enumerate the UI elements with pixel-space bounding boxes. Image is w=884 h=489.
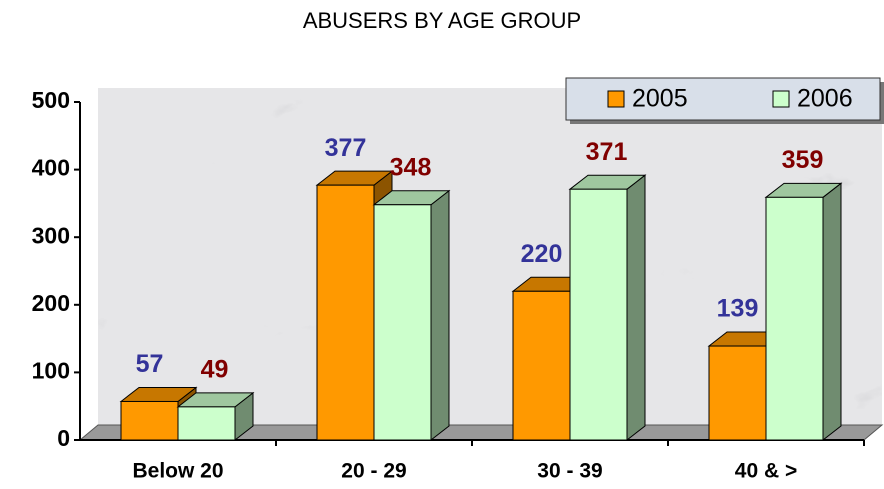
data-label: 220 bbox=[521, 240, 563, 268]
bar-group bbox=[511, 174, 647, 442]
y-tick-label: 200 bbox=[32, 290, 70, 316]
data-label: 377 bbox=[325, 134, 367, 162]
bar bbox=[373, 204, 432, 441]
bar-side bbox=[430, 189, 450, 442]
bar-group bbox=[315, 170, 451, 442]
bar bbox=[708, 345, 767, 441]
legend-swatch bbox=[772, 90, 790, 108]
chart-title: ABUSERS BY AGE GROUP bbox=[303, 8, 581, 33]
bar bbox=[569, 188, 628, 441]
legend-swatch bbox=[607, 90, 625, 108]
x-tick-label: 20 - 29 bbox=[341, 460, 406, 483]
data-label: 49 bbox=[201, 355, 229, 383]
bar bbox=[177, 406, 236, 441]
bar bbox=[765, 196, 824, 441]
x-tick-label: Below 20 bbox=[132, 460, 223, 483]
bar bbox=[512, 290, 571, 441]
bar-group bbox=[707, 182, 843, 442]
bar bbox=[120, 400, 179, 441]
data-label: 348 bbox=[390, 153, 432, 181]
x-tick-label: 40 & > bbox=[735, 460, 797, 483]
y-tick-label: 100 bbox=[32, 357, 70, 383]
legend-label: 2005 bbox=[632, 85, 688, 113]
legend: 2005 2006 bbox=[565, 77, 884, 124]
legend-box bbox=[565, 77, 881, 121]
bar-side bbox=[822, 182, 842, 442]
y-tick-label: 400 bbox=[32, 155, 70, 181]
bar bbox=[316, 184, 375, 441]
x-tick-label: 30 - 39 bbox=[537, 460, 602, 483]
y-tick-label: 500 bbox=[32, 87, 70, 113]
legend-label: 2006 bbox=[797, 85, 853, 113]
bar-group bbox=[119, 386, 255, 442]
y-tick-label: 0 bbox=[57, 425, 70, 451]
bar-side bbox=[626, 174, 646, 442]
data-label: 371 bbox=[586, 138, 628, 166]
data-label: 139 bbox=[717, 295, 759, 323]
data-label: 57 bbox=[136, 350, 164, 378]
y-tick-label: 300 bbox=[32, 222, 70, 248]
data-label: 359 bbox=[782, 146, 824, 174]
